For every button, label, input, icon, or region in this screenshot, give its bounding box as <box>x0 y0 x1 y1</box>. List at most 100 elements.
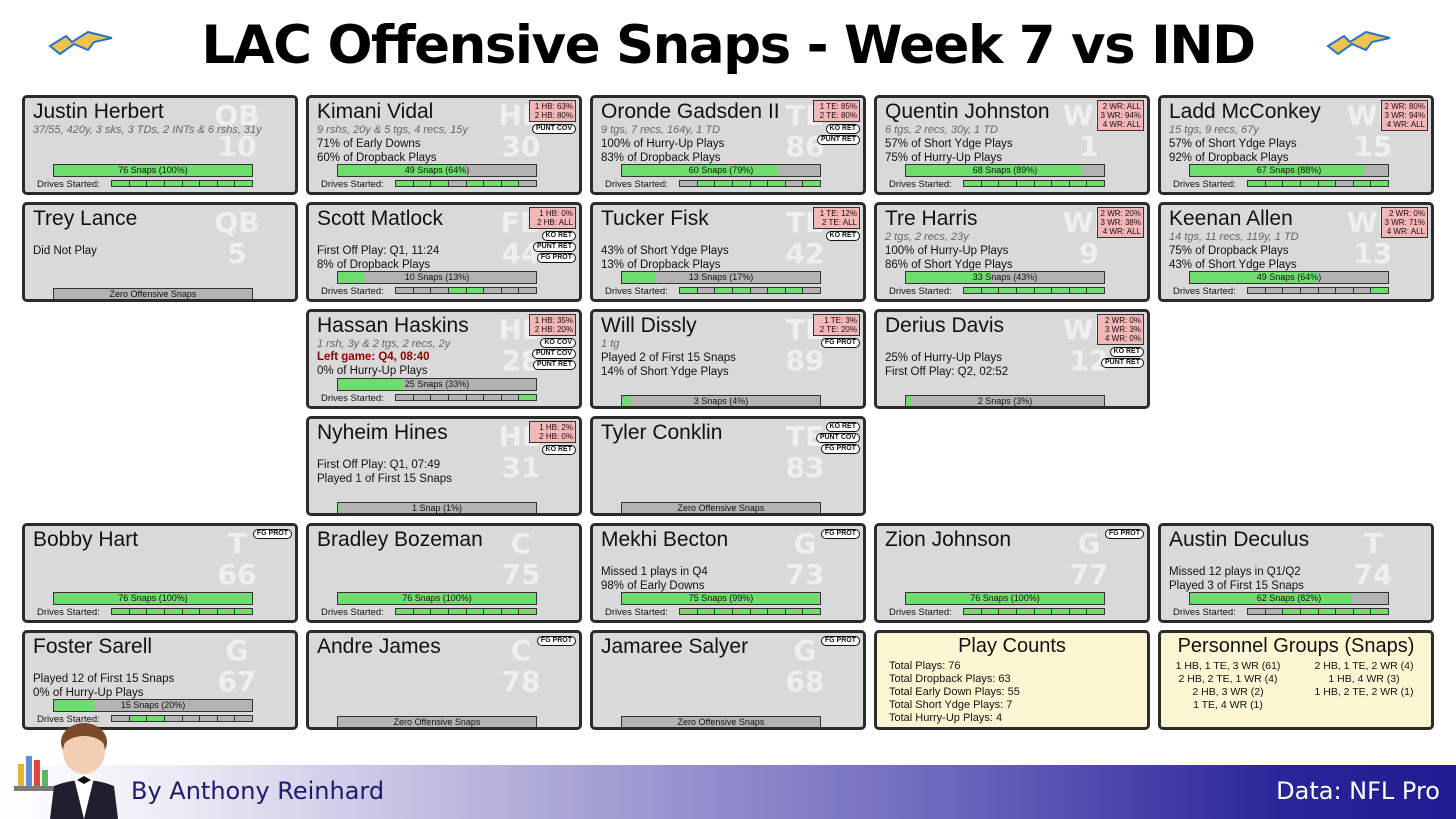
drive-segment <box>396 609 414 614</box>
drive-segment <box>981 288 1000 293</box>
usage-note: 13% of Dropback Plays <box>601 259 721 271</box>
drive-segment <box>1248 609 1266 614</box>
page-title: LAC Offensive Snaps - Week 7 vs IND <box>201 15 1256 76</box>
drive-segment <box>1052 288 1070 293</box>
drive-segment <box>1266 609 1284 614</box>
personnel-share: 2 TE: 20% <box>819 325 857 334</box>
personnel-share-box: 1 HB: 0% 2 HB: ALL <box>529 207 576 229</box>
drive-segment <box>200 181 218 186</box>
position-watermark: C 78 <box>489 635 553 697</box>
personnel-share: 1 TE: 12% <box>819 209 857 218</box>
personnel-group: 1 TE, 4 WR (1) <box>1193 699 1263 711</box>
drive-segment <box>431 609 449 614</box>
special-teams-tags: FG PROT <box>820 636 860 646</box>
personnel-share: 4 WR: ALL <box>1386 227 1425 236</box>
player-name: Andre James <box>317 635 441 658</box>
drives-started-label: Drives Started: <box>605 607 668 618</box>
snap-share-fill <box>54 700 94 711</box>
play-count-line: Total Dropback Plays: 63 <box>889 673 1011 685</box>
drives-started-label: Drives Started: <box>321 393 384 404</box>
personnel-share-box: 1 HB: 35% 2 HB: 20% <box>529 314 576 336</box>
drive-segment <box>235 716 252 721</box>
usage-note: 86% of Short Ydge Plays <box>885 259 1013 271</box>
drive-segment <box>413 181 432 186</box>
position-watermark: G 67 <box>205 635 269 697</box>
snap-share-fill <box>338 503 340 513</box>
player-name: Mekhi Becton <box>601 528 729 551</box>
drives-started-label: Drives Started: <box>1173 286 1236 297</box>
special-teams-tags: KO RET PUNT COV FG PROT <box>815 422 860 454</box>
drive-segment <box>1248 181 1266 186</box>
special-teams-tag: PUNT COV <box>815 433 860 443</box>
drive-segment <box>732 288 751 293</box>
player-name: Foster Sarell <box>33 635 153 658</box>
player-name: Austin Deculus <box>1169 528 1310 551</box>
stat-line: 2 tgs, 2 recs, 23y <box>885 231 969 243</box>
drive-segment <box>502 395 520 400</box>
player-card: G 67 Foster Sarell Played 12 of First 15 Sn… <box>22 630 298 730</box>
drive-segment <box>1319 288 1337 293</box>
usage-note: Played 2 of First 15 Snaps <box>601 352 736 364</box>
personnel-group: 2 HB, 1 TE, 2 WR (4) <box>1314 660 1414 672</box>
play-count-line: Total Early Down Plays: 55 <box>889 686 1020 698</box>
personnel-group: 2 HB, 2 TE, 1 WR (4) <box>1178 673 1278 685</box>
drive-segment <box>1354 288 1372 293</box>
snap-count-label: 49 Snaps (64%) <box>404 165 470 175</box>
drive-segment <box>697 181 716 186</box>
special-teams-tag: PUNT RET <box>533 242 576 252</box>
drive-segment <box>1087 609 1104 614</box>
drive-segment <box>1318 181 1337 186</box>
drive-segment <box>785 609 804 614</box>
drive-segment <box>697 609 716 614</box>
drive-segment <box>519 609 536 614</box>
personnel-share: 3 WR: 71% <box>1384 218 1425 227</box>
player-card: TE 86 Oronde Gadsden II 9 tgs, 7 recs, 164y… <box>590 95 866 195</box>
usage-note: Missed 12 plays in Q1/Q2 <box>1169 566 1301 578</box>
snap-share-bar: 75 Snaps (99%) <box>621 592 821 605</box>
jersey-number: 13 <box>1353 237 1393 270</box>
drive-segment <box>484 288 502 293</box>
position-label: QB <box>214 99 260 132</box>
drives-started-label: Drives Started: <box>605 179 668 190</box>
personnel-share-box: 1 HB: 2% 2 HB: 0% <box>529 421 576 443</box>
usage-note: Played 12 of First 15 Snaps <box>33 673 175 685</box>
drive-segment <box>164 181 183 186</box>
drive-segment <box>1353 181 1372 186</box>
player-name: Bradley Bozeman <box>317 528 483 551</box>
drive-segment <box>680 609 698 614</box>
drive-segment <box>1034 609 1053 614</box>
special-teams-tags: FG PROT <box>252 529 292 539</box>
snap-count-label: 67 Snaps (88%) <box>1256 165 1322 175</box>
snap-share-bar: 76 Snaps (100%) <box>905 592 1105 605</box>
jersey-number: 1 <box>1079 130 1099 163</box>
jersey-number: 66 <box>217 558 257 591</box>
drives-started-label: Drives Started: <box>321 286 384 297</box>
snap-count-label: 62 Snaps (82%) <box>1256 593 1322 603</box>
position-watermark: T 74 <box>1341 528 1405 590</box>
stat-line: 1 rsh, 3y & 2 tgs, 2 recs, 2y <box>317 338 451 350</box>
drives-started-label: Drives Started: <box>321 179 384 190</box>
drive-segment <box>235 181 252 186</box>
player-card: T 66 Bobby Hart 76 Snaps (100%) Drives Start… <box>22 523 298 623</box>
drive-segment <box>448 609 467 614</box>
snap-share-bar: Zero Offensive Snaps <box>621 716 821 727</box>
snap-count-label: 76 Snaps (100%) <box>118 165 188 175</box>
drive-segment <box>1069 181 1088 186</box>
drive-segment <box>803 609 820 614</box>
drives-started-track <box>679 287 821 294</box>
usage-note: 25% of Hurry-Up Plays <box>885 352 1002 364</box>
personnel-share: 2 TE: 80% <box>819 111 857 120</box>
special-teams-tag: PUNT RET <box>1101 358 1144 368</box>
player-card: G 68 Jamaree Salyer Zero Offensive Snaps FG … <box>590 630 866 730</box>
snap-share-fill <box>906 396 912 406</box>
did-not-play-note: Did Not Play <box>33 245 97 257</box>
stat-line: 9 tgs, 7 recs, 164y, 1 TD <box>601 124 721 136</box>
drive-segment <box>1371 181 1388 186</box>
special-teams-tag: FG PROT <box>1104 529 1144 539</box>
jersey-number: 74 <box>1353 558 1393 591</box>
drives-started-label: Drives Started: <box>1173 607 1236 618</box>
drives-started-label: Drives Started: <box>889 179 952 190</box>
snap-count-label: 68 Snaps (89%) <box>972 165 1038 175</box>
personnel-share-box: 2 WR: 0% 3 WR: 3% 4 WR: 0% <box>1097 314 1144 345</box>
drive-segment <box>147 716 165 721</box>
